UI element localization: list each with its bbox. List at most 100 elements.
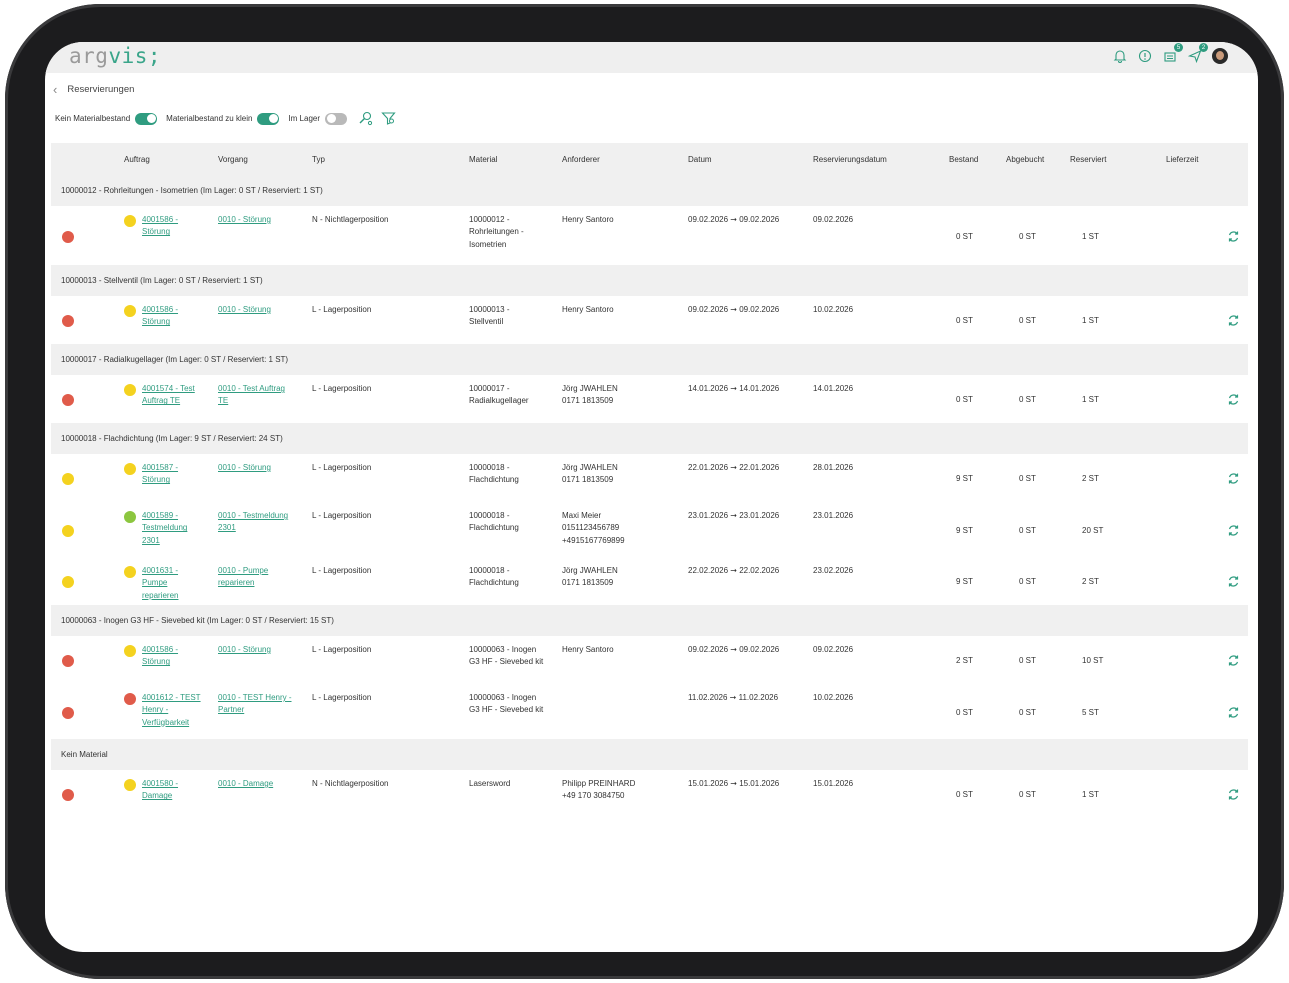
vorgang-link[interactable]: 0010 - Störung	[218, 304, 271, 316]
search-user-icon[interactable]	[358, 111, 373, 126]
datum-cell: 15.01.2026 ➞ 15.01.2026	[688, 779, 780, 788]
vorgang-link-line[interactable]: 0010 - Störung	[218, 305, 271, 314]
col-anforderer[interactable]: Anforderer	[562, 155, 600, 164]
refresh-icon[interactable]	[1227, 524, 1240, 539]
auftrag-link-line[interactable]: Störung	[142, 657, 171, 667]
col-abgebucht[interactable]: Abgebucht	[1006, 155, 1045, 164]
auftrag-link-line[interactable]: reparieren	[142, 590, 179, 600]
auftrag-link-line[interactable]: Henry -	[142, 705, 169, 715]
auftrag-link[interactable]: 4001589 - Testmeldung 2301	[142, 510, 187, 547]
auftrag-link-line[interactable]: Auftrag TE	[142, 396, 181, 406]
app-logo[interactable]: argvis;	[69, 44, 161, 68]
auftrag-link[interactable]: 4001631 - Pumpe reparieren	[142, 565, 178, 602]
vorgang-link[interactable]: 0010 - Testmeldung 2301	[218, 510, 288, 535]
auftrag-link[interactable]: 4001612 - TEST Henry - Verfügbarkeit	[142, 692, 201, 729]
vorgang-link-line[interactable]: 0010 - Testmeldung	[218, 511, 289, 520]
table-row[interactable]: 4001586 - Störung 0010 - Störung N - Nichtl…	[51, 206, 1248, 265]
refresh-icon[interactable]	[1227, 654, 1240, 669]
table-row[interactable]: 4001586 - Störung 0010 - Störung L - Lagerp…	[51, 636, 1248, 684]
auftrag-link-line[interactable]: 4001612 - TEST	[142, 693, 201, 702]
tasks-icon[interactable]: 5	[1162, 43, 1183, 64]
avatar[interactable]	[1212, 48, 1228, 64]
send-icon[interactable]: 2	[1187, 43, 1208, 64]
back-arrow-icon[interactable]: ‹	[53, 82, 58, 97]
toggle-kein-materialbestand[interactable]	[135, 112, 158, 125]
auftrag-link[interactable]: 4001586 - Störung	[142, 214, 178, 239]
auftrag-link-line[interactable]: 4001631 -	[142, 566, 179, 575]
refresh-icon[interactable]	[1227, 230, 1240, 245]
vorgang-link-line[interactable]: 0010 - Damage	[218, 779, 274, 788]
vorgang-link-line[interactable]: 0010 - Pumpe	[218, 566, 269, 575]
auftrag-link-line[interactable]: 4001580 -	[142, 779, 179, 788]
col-reserviert[interactable]: Reserviert	[1070, 155, 1107, 164]
refresh-icon[interactable]	[1227, 706, 1240, 721]
vorgang-link-line[interactable]: Partner	[218, 705, 245, 715]
vorgang-link[interactable]: 0010 - Störung	[218, 214, 271, 226]
vorgang-link[interactable]: 0010 - Test Auftrag TE	[218, 383, 285, 408]
col-reservierungsdatum[interactable]: Reservierungsdatum	[813, 155, 887, 164]
auftrag-link-line[interactable]: Verfügbarkeit	[142, 717, 190, 727]
table-row[interactable]: 4001574 - Test Auftrag TE 0010 - Test Auft…	[51, 375, 1248, 423]
auftrag-link-line[interactable]: 4001589 -	[142, 511, 179, 520]
auftrag-link-line[interactable]: Testmeldung	[142, 523, 188, 533]
auftrag-link-line[interactable]: 4001586 -	[142, 305, 179, 314]
auftrag-link[interactable]: 4001574 - Test Auftrag TE	[142, 383, 195, 408]
table-row[interactable]: 4001589 - Testmeldung 2301 0010 - Testmeldu…	[51, 502, 1248, 557]
refresh-icon[interactable]	[1227, 788, 1240, 803]
auftrag-link-line[interactable]: Damage	[142, 791, 173, 801]
vorgang-link-line[interactable]: 0010 - Störung	[218, 215, 271, 224]
vorgang-link-line[interactable]: 0010 - Störung	[218, 645, 271, 654]
toggle-materialbestand-zu-klein[interactable]	[257, 112, 280, 125]
table-row[interactable]: 4001612 - TEST Henry - Verfügbarkeit 0010 -…	[51, 684, 1248, 739]
auftrag-link-line[interactable]: Pumpe	[142, 578, 168, 588]
table-row[interactable]: 4001587 - Störung 0010 - Störung L - Lagerp…	[51, 454, 1248, 502]
auftrag-link-line[interactable]: 4001586 -	[142, 215, 179, 224]
vorgang-link[interactable]: 0010 - Pumpe reparieren	[218, 565, 268, 590]
alert-icon[interactable]	[1137, 48, 1153, 64]
table-row[interactable]: 4001586 - Störung 0010 - Störung L - Lagerp…	[51, 296, 1248, 344]
table-row[interactable]: 4001631 - Pumpe reparieren 0010 - Pumpe repa…	[51, 557, 1248, 605]
vorgang-link-line[interactable]: 2301	[218, 523, 236, 533]
auftrag-link-line[interactable]: Störung	[142, 475, 171, 485]
vorgang-link-line[interactable]: 0010 - Störung	[218, 463, 271, 472]
col-material[interactable]: Material	[469, 155, 498, 164]
refresh-icon[interactable]	[1227, 472, 1240, 487]
toggle-im-lager[interactable]	[325, 112, 348, 125]
reservierungsdatum-cell: 09.02.2026	[813, 645, 854, 654]
col-bestand[interactable]: Bestand	[949, 155, 979, 164]
vorgang-link[interactable]: 0010 - Damage	[218, 778, 273, 790]
auftrag-link-line[interactable]: 4001587 -	[142, 463, 179, 472]
filter-settings-icon[interactable]	[381, 111, 396, 126]
bestand-cell: 0 ST	[956, 232, 973, 241]
anforderer-cell: Philipp PREINHARD +49 170 3084750	[562, 778, 635, 803]
refresh-icon[interactable]	[1227, 393, 1240, 408]
col-datum[interactable]: Datum	[688, 155, 712, 164]
table-row[interactable]: 4001580 - Damage 0010 - Damage N - Nichtlag…	[51, 770, 1248, 818]
vorgang-link-line[interactable]: reparieren	[218, 578, 255, 588]
auftrag-link[interactable]: 4001587 - Störung	[142, 462, 178, 487]
auftrag-link[interactable]: 4001586 - Störung	[142, 644, 178, 669]
auftrag-link-line[interactable]: 4001574 - Test	[142, 384, 195, 393]
vorgang-link-line[interactable]: 0010 - Test Auftrag	[218, 384, 286, 393]
vorgang-link-line[interactable]: 0010 - TEST Henry -	[218, 693, 292, 702]
vorgang-link[interactable]: 0010 - Störung	[218, 644, 271, 656]
filter-bar: Kein Materialbestand Materialbestand zu …	[55, 111, 402, 126]
vorgang-link[interactable]: 0010 - TEST Henry - Partner	[218, 692, 292, 717]
col-typ[interactable]: Typ	[312, 155, 325, 164]
vorgang-link[interactable]: 0010 - Störung	[218, 462, 271, 474]
order-status-dot	[124, 215, 136, 227]
col-auftrag[interactable]: Auftrag	[124, 155, 150, 164]
auftrag-link-line[interactable]: Störung	[142, 317, 171, 327]
col-vorgang[interactable]: Vorgang	[218, 155, 248, 164]
refresh-icon[interactable]	[1227, 314, 1240, 329]
auftrag-link[interactable]: 4001586 - Störung	[142, 304, 178, 329]
auftrag-link-line[interactable]: 4001586 -	[142, 645, 179, 654]
auftrag-link[interactable]: 4001580 - Damage	[142, 778, 178, 803]
anforderer-cell-line: Henry Santoro	[562, 645, 614, 654]
vorgang-link-line[interactable]: TE	[218, 396, 229, 406]
auftrag-link-line[interactable]: 2301	[142, 535, 160, 545]
refresh-icon[interactable]	[1227, 575, 1240, 590]
bell-icon[interactable]	[1112, 48, 1128, 64]
auftrag-link-line[interactable]: Störung	[142, 227, 171, 237]
col-lieferzeit[interactable]: Lieferzeit	[1166, 155, 1199, 164]
